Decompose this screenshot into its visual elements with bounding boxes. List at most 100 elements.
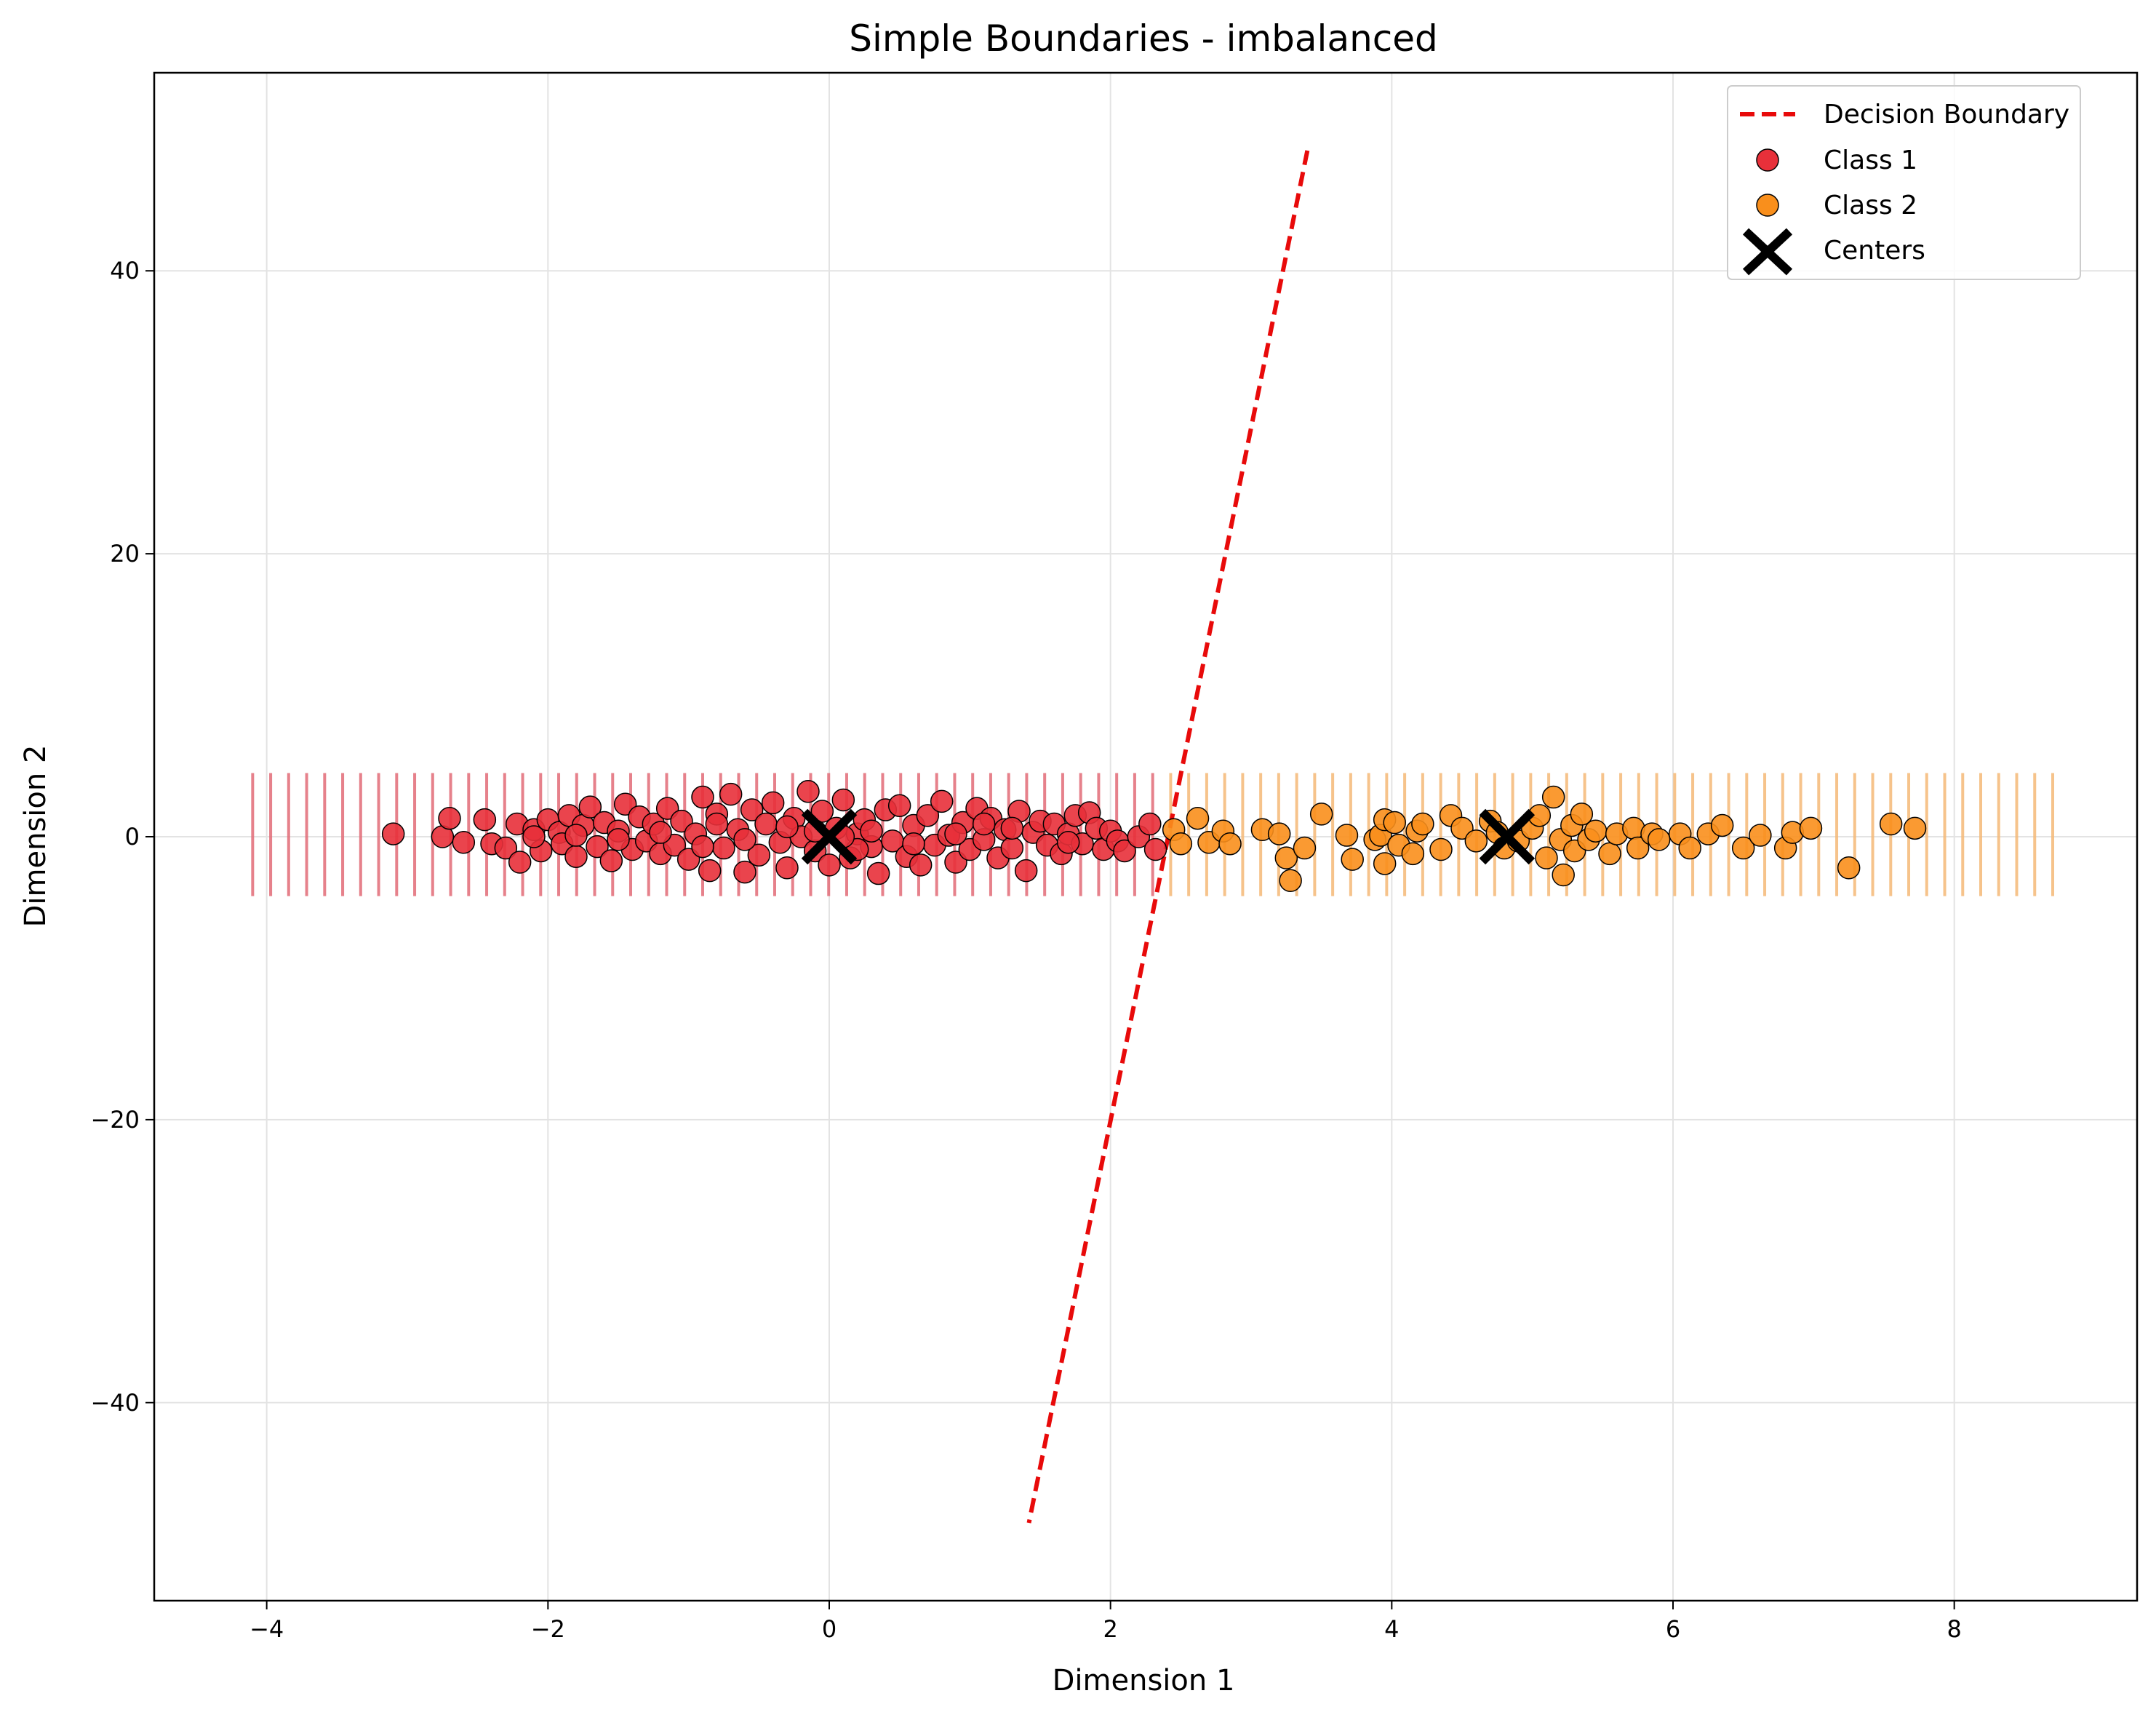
- class2-point: [1552, 863, 1575, 887]
- class2-point: [1535, 846, 1558, 869]
- class1-point: [607, 828, 630, 851]
- x-tick-label: −2: [531, 1615, 565, 1643]
- y-tick-label: 40: [110, 257, 140, 284]
- class2-point: [1218, 832, 1242, 856]
- class1-point: [747, 843, 771, 867]
- legend: Decision Boundary Class 1 Class 2 Center…: [1727, 85, 2081, 280]
- legend-class2-swatch: [1756, 194, 1779, 217]
- class1-point: [712, 836, 735, 860]
- class2-point: [1279, 869, 1302, 893]
- class1-point: [522, 825, 546, 848]
- class2-point: [1598, 842, 1621, 866]
- class2-point: [1799, 816, 1823, 840]
- class2-point: [1749, 824, 1772, 847]
- class1-point: [691, 785, 714, 809]
- legend-centers-label: Centers: [1824, 236, 1925, 266]
- class1-point: [1138, 812, 1162, 836]
- x-axis-title: Dimension 1: [1053, 1664, 1235, 1697]
- class2-point: [1541, 785, 1565, 809]
- class1-point: [775, 856, 799, 880]
- class1-point: [796, 780, 820, 803]
- y-tick-label: 20: [110, 540, 140, 568]
- class1-point: [578, 795, 602, 819]
- legend-class1-swatch: [1756, 148, 1779, 172]
- class2-point: [1570, 803, 1594, 826]
- class2-point: [1429, 837, 1453, 861]
- x-tick-label: 2: [1103, 1615, 1117, 1643]
- class2-point: [1464, 829, 1488, 853]
- centers: [801, 808, 1536, 865]
- class1-point: [691, 835, 714, 859]
- class1-point: [909, 853, 933, 877]
- class1-point: [740, 798, 764, 821]
- class1-point: [1000, 836, 1024, 860]
- class1-point: [1014, 859, 1038, 883]
- class1-point: [1113, 839, 1136, 863]
- class2-point: [1678, 836, 1701, 860]
- class1-point: [972, 812, 996, 836]
- class2-point: [1293, 836, 1317, 860]
- class1-point: [698, 859, 722, 883]
- class1-point: [733, 860, 756, 884]
- class1-point: [1000, 816, 1024, 840]
- x-tick-label: 4: [1384, 1615, 1399, 1643]
- y-tick-label: −40: [90, 1389, 140, 1417]
- class2-point: [1267, 822, 1291, 845]
- y-tick-label: 0: [125, 823, 140, 851]
- class1-point: [902, 832, 925, 856]
- x-tick-label: 6: [1666, 1615, 1680, 1643]
- class2-point: [1710, 813, 1734, 837]
- class2-point: [1274, 846, 1298, 869]
- class1-point: [831, 788, 855, 812]
- class1-point: [860, 819, 883, 843]
- x-axis-ticks: −4 −2 0 2 4 6 8: [249, 1601, 1962, 1643]
- class1-point: [818, 853, 841, 877]
- class2-point: [1341, 848, 1364, 871]
- class1-point: [887, 794, 911, 817]
- class1-point: [473, 808, 497, 832]
- class1-point: [649, 821, 672, 844]
- class2-point: [1411, 812, 1434, 836]
- class2-point: [1879, 812, 1903, 836]
- class1-point: [381, 822, 405, 845]
- class1-point: [705, 812, 729, 836]
- legend-box: [1727, 85, 2081, 280]
- class2-point: [1647, 828, 1671, 851]
- class2-point: [1903, 816, 1927, 840]
- y-tick-label: −20: [90, 1106, 140, 1134]
- class2-point: [1401, 842, 1425, 866]
- class2-point: [1169, 832, 1193, 856]
- class1-point: [599, 849, 623, 872]
- center-marker-stroke: [801, 808, 858, 865]
- legend-centers-swatch: [1742, 228, 1793, 276]
- center-marker-stroke: [1479, 808, 1536, 865]
- class2-point: [1186, 806, 1210, 830]
- class2-point: [1373, 852, 1397, 875]
- class1-point: [586, 835, 609, 859]
- class1-point: [719, 782, 743, 806]
- y-axis-ticks: −40 −20 0 20 40: [90, 257, 154, 1417]
- class1-point: [564, 824, 588, 847]
- legend-boundary-label: Decision Boundary: [1824, 100, 2069, 130]
- class2-point: [1584, 819, 1608, 843]
- class1-point: [1056, 831, 1080, 854]
- class1-point: [452, 831, 476, 854]
- class1-point: [494, 836, 518, 860]
- class1-point: [944, 822, 967, 845]
- class1-point: [866, 861, 890, 885]
- class2-point: [1626, 836, 1650, 860]
- y-axis-title: Dimension 2: [19, 745, 52, 928]
- class1-point: [438, 806, 461, 830]
- class1-point: [761, 791, 785, 815]
- class1-point: [564, 845, 588, 868]
- class1-point: [775, 815, 799, 839]
- x-tick-label: 0: [822, 1615, 837, 1643]
- class1-point: [733, 828, 756, 851]
- x-tick-label: 8: [1947, 1615, 1961, 1643]
- class2-point: [1383, 811, 1406, 835]
- class2-point: [1309, 803, 1333, 826]
- legend-class2-label: Class 2: [1824, 191, 1917, 220]
- class1-point: [754, 812, 778, 836]
- class1-point: [1143, 837, 1167, 861]
